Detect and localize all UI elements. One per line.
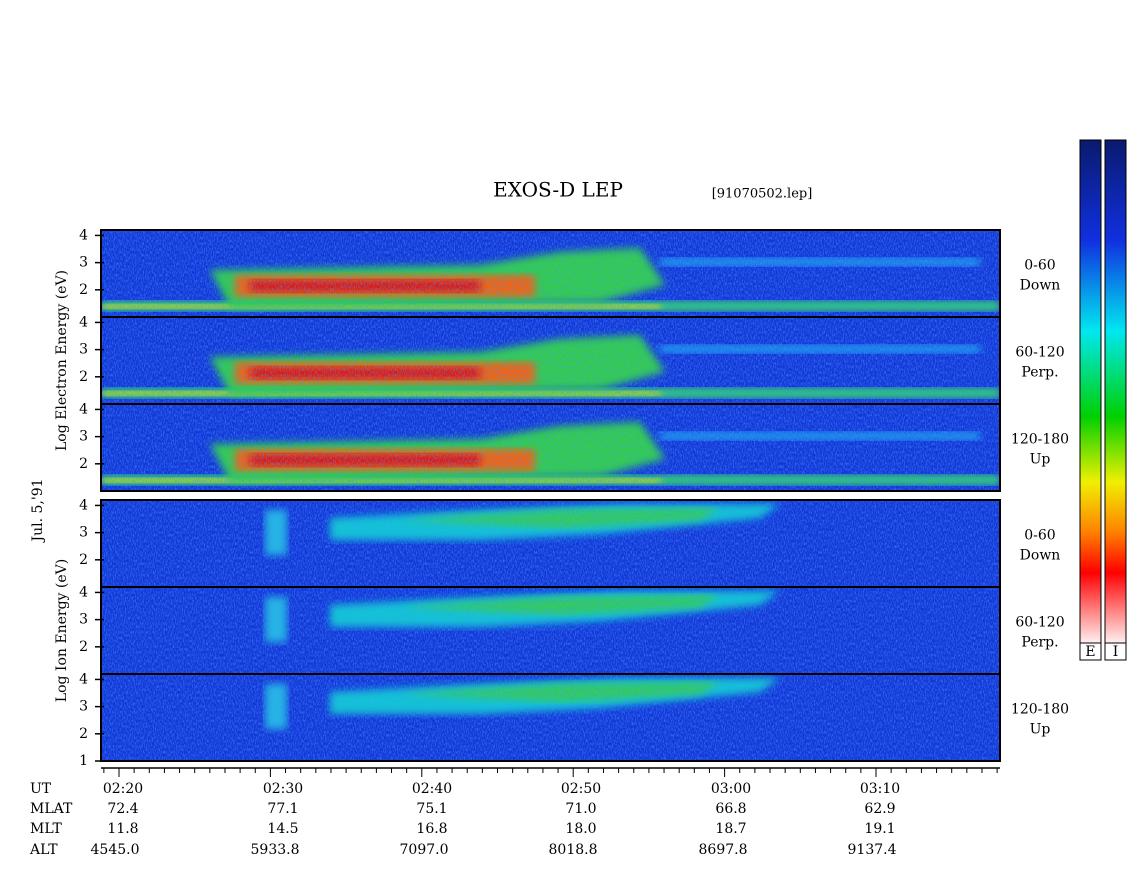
row-value: 7097.0 xyxy=(400,842,449,858)
row-value: 02:50 xyxy=(561,781,601,797)
y-tick-label: 4 xyxy=(79,227,88,243)
y-tick-label: 3 xyxy=(79,699,88,715)
direction-label: Up xyxy=(1030,722,1051,738)
row-value: 14.5 xyxy=(267,821,298,837)
direction-label: Down xyxy=(1020,548,1061,564)
spectrogram-panel xyxy=(101,404,1000,491)
noise xyxy=(101,230,1000,317)
row-value: 18.7 xyxy=(715,821,746,837)
noise xyxy=(101,674,1000,761)
row-value: 02:40 xyxy=(412,781,452,797)
channel-label: 60-120 xyxy=(1015,345,1064,361)
y-tick-label: 4 xyxy=(79,671,88,687)
spectrogram-panel xyxy=(101,500,1000,587)
y-tick-label: 2 xyxy=(79,552,88,568)
row-value: 11.8 xyxy=(107,821,138,837)
y-tick-label: 2 xyxy=(79,369,88,385)
y-tick-label: 2 xyxy=(79,282,88,298)
row-value: 19.1 xyxy=(864,821,895,837)
axis-label: Log Ion Energy (eV) xyxy=(54,559,70,702)
y-tick-label: 3 xyxy=(79,255,88,271)
direction-label: Up xyxy=(1030,452,1051,468)
color-bar xyxy=(1079,139,1102,644)
row-value: 03:10 xyxy=(860,781,900,797)
row-value: 03:00 xyxy=(711,781,751,797)
y-tick-label: 3 xyxy=(79,612,88,628)
y-tick-label: 3 xyxy=(79,429,88,445)
row-value: 71.0 xyxy=(565,801,596,817)
file-name: [91070502.lep] xyxy=(712,187,813,202)
row-value: 77.1 xyxy=(267,801,298,817)
y-tick-label: 4 xyxy=(79,401,88,417)
row-value: 66.8 xyxy=(715,801,746,817)
row-label: MLAT xyxy=(30,801,73,817)
color-bar-box xyxy=(1079,642,1102,661)
panel-frame xyxy=(100,673,1001,762)
row-value: 62.9 xyxy=(864,801,895,817)
noise xyxy=(101,404,1000,491)
row-value: 8697.8 xyxy=(699,842,748,858)
y-tick-label: 2 xyxy=(79,726,88,742)
row-label: MLT xyxy=(30,821,62,837)
row-value: 02:30 xyxy=(263,781,303,797)
direction-label: Perp. xyxy=(1021,365,1058,381)
y-tick-label: 4 xyxy=(79,497,88,513)
row-label: UT xyxy=(30,781,52,797)
spectrogram-panel xyxy=(101,230,1000,317)
channel-label: 0-60 xyxy=(1024,258,1055,274)
channel-label: 120-180 xyxy=(1011,432,1069,448)
noise xyxy=(101,500,1000,587)
panel-frame xyxy=(100,403,1001,492)
row-value: 75.1 xyxy=(416,801,447,817)
direction-label: Down xyxy=(1020,278,1061,294)
color-bar-label: E xyxy=(1085,644,1095,660)
y-tick-label: 4 xyxy=(79,584,88,600)
spectrogram-panel xyxy=(101,587,1000,674)
row-value: 4545.0 xyxy=(91,842,140,858)
spectrogram-panel xyxy=(101,317,1000,404)
row-value: 9137.4 xyxy=(848,842,897,858)
noise xyxy=(101,317,1000,404)
title: EXOS-D LEP xyxy=(493,178,623,202)
date-label: Jul. 5,'91 xyxy=(30,478,46,543)
row-label: ALT xyxy=(29,842,58,858)
y-tick-label: 3 xyxy=(79,525,88,541)
color-bar xyxy=(1104,139,1127,644)
y-tick-label: 2 xyxy=(79,639,88,655)
y-tick-label: 4 xyxy=(79,314,88,330)
noise xyxy=(101,587,1000,674)
y-tick-label: 1 xyxy=(79,753,88,769)
row-value: 5933.8 xyxy=(251,842,300,858)
color-bar-box xyxy=(1104,642,1127,661)
color-bar-label: I xyxy=(1113,644,1119,660)
channel-label: 0-60 xyxy=(1024,528,1055,544)
direction-label: Perp. xyxy=(1021,635,1058,651)
row-value: 18.0 xyxy=(565,821,596,837)
row-value: 8018.8 xyxy=(549,842,598,858)
y-tick-label: 2 xyxy=(79,456,88,472)
channel-label: 120-180 xyxy=(1011,702,1069,718)
y-tick-label: 3 xyxy=(79,342,88,358)
channel-label: 60-120 xyxy=(1015,615,1064,631)
spectrogram-panel xyxy=(101,674,1000,761)
row-value: 16.8 xyxy=(416,821,447,837)
axis-label: Log Electron Energy (eV) xyxy=(54,270,70,451)
row-value: 72.4 xyxy=(107,801,138,817)
row-value: 02:20 xyxy=(103,781,143,797)
